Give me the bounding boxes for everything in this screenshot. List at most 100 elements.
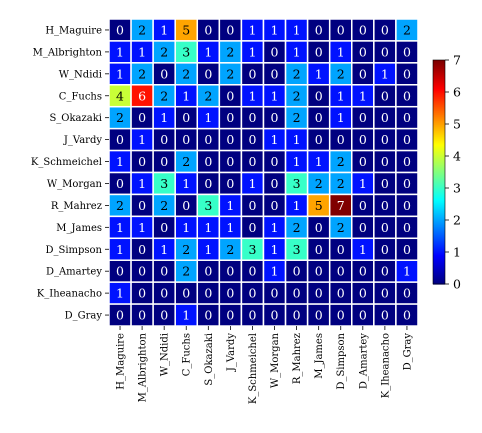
cell-value-label: 2 [226, 66, 234, 81]
cell-value-label: 0 [271, 176, 279, 191]
cell-value-label: 0 [204, 308, 212, 323]
colorbar-segment [433, 218, 445, 221]
cell-value-label: 0 [138, 264, 146, 279]
colorbar-segment [433, 194, 445, 197]
cell-value-label: 0 [204, 176, 212, 191]
cell-value-label: 0 [337, 242, 345, 257]
cell-value-label: 0 [248, 66, 256, 81]
cell-value-label: 1 [271, 88, 279, 103]
colorbar-segment [433, 196, 445, 199]
colorbar-segment [433, 156, 445, 159]
colorbar-segment [433, 110, 445, 113]
colorbar-segment [433, 146, 445, 149]
cell-value-label: 0 [381, 44, 389, 59]
colorbar-segment [433, 122, 445, 125]
cell-value-label: 3 [182, 44, 190, 59]
heatmap-cells [108, 18, 419, 327]
cell-value-label: 1 [204, 44, 212, 59]
x-tick-label: D_Simpson [336, 332, 347, 389]
colorbar-segment [433, 200, 445, 203]
cell-value-label: 0 [226, 132, 234, 147]
y-tick-label: W_Ndidi [59, 69, 102, 80]
cell-value-label: 0 [359, 44, 367, 59]
cell-value-label: 2 [226, 242, 234, 257]
colorbar-segment [433, 188, 445, 191]
y-tick-label: D_Gray [65, 311, 103, 322]
y-tick-label: R_Mahrez [51, 201, 102, 212]
colorbar-segment [433, 180, 445, 183]
cell-value-label: 6 [138, 88, 146, 103]
cell-value-label: 1 [293, 132, 301, 147]
cell-value-label: 1 [271, 264, 279, 279]
colorbar-segment [433, 238, 445, 241]
y-tick-label: M_Albrighton [33, 47, 103, 58]
cell-value-label: 1 [116, 220, 124, 235]
cell-value-label: 0 [359, 22, 367, 37]
colorbar-segment [433, 272, 445, 275]
cell-value-label: 1 [337, 88, 345, 103]
cell-value-label: 0 [315, 220, 323, 235]
cell-value-label: 1 [138, 44, 146, 59]
colorbar-segment [433, 70, 445, 73]
cell-value-label: 0 [271, 286, 279, 301]
cell-value-label: 2 [182, 242, 190, 257]
cell-value-label: 1 [138, 220, 146, 235]
x-tick-label: M_Albrighton [138, 332, 149, 402]
colorbar-segment [433, 150, 445, 153]
cell-value-label: 0 [116, 308, 124, 323]
cell-value-label: 0 [160, 286, 168, 301]
cell-value-label: 0 [337, 22, 345, 37]
colorbar-segment [433, 136, 445, 139]
cell-value-label: 0 [381, 264, 389, 279]
colorbar-segment [433, 214, 445, 217]
cell-value-label: 0 [403, 132, 411, 147]
y-tick-label: M_James [56, 223, 102, 234]
cell-value-label: 1 [248, 22, 256, 37]
cell-value-label: 0 [204, 286, 212, 301]
cell-value-label: 0 [116, 176, 124, 191]
cell-value-label: 2 [293, 88, 301, 103]
cell-value-label: 2 [116, 198, 124, 213]
colorbar-segment [433, 256, 445, 259]
cell-value-label: 0 [359, 132, 367, 147]
cell-value-label: 2 [182, 66, 190, 81]
cell-value-label: 0 [226, 264, 234, 279]
colorbar-segment [433, 152, 445, 155]
colorbar-segment [433, 240, 445, 243]
cell-value-label: 0 [204, 264, 212, 279]
cell-value-label: 1 [271, 22, 279, 37]
colorbar-segment [433, 96, 445, 99]
cell-value-label: 0 [138, 198, 146, 213]
colorbar-segment [433, 220, 445, 223]
colorbar-segment [433, 108, 445, 111]
cell-value-label: 0 [271, 44, 279, 59]
cell-value-label: 2 [315, 176, 323, 191]
cell-value-label: 2 [293, 66, 301, 81]
y-tick-label: H_Maguire [45, 25, 102, 36]
x-tick-label: D_Gray [402, 333, 413, 371]
colorbar-segment [433, 222, 445, 225]
cell-value-label: 0 [116, 264, 124, 279]
colorbar-segment [433, 90, 445, 93]
colorbar-segment [433, 118, 445, 121]
cell-value-label: 0 [160, 132, 168, 147]
cell-value-label: 1 [116, 44, 124, 59]
cell-value-label: 1 [138, 176, 146, 191]
colorbar-segment [433, 224, 445, 227]
x-tick-label: K_Schmeichel [248, 333, 259, 404]
colorbar-segment [433, 124, 445, 127]
colorbar-segment [433, 160, 445, 163]
cell-value-label: 0 [315, 22, 323, 37]
x-tick-label: S_Okazaki [204, 333, 215, 386]
cell-value-label: 1 [160, 242, 168, 257]
colorbar-segment [433, 102, 445, 105]
cell-value-label: 1 [293, 22, 301, 37]
cell-value-label: 1 [271, 132, 279, 147]
colorbar-segment [433, 104, 445, 107]
colorbar-segment [433, 252, 445, 255]
cell-value-label: 0 [359, 220, 367, 235]
colorbar-segment [433, 216, 445, 219]
colorbar-segment [433, 166, 445, 169]
y-tick-label: K_Schmeichel [31, 157, 102, 168]
